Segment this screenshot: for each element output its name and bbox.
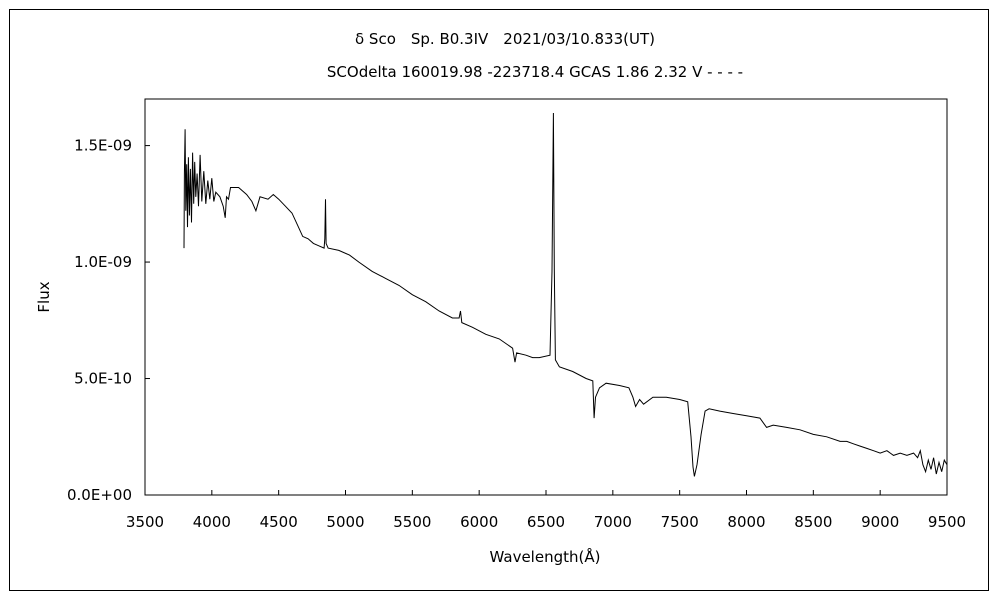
x-tick-label: 5500 [393, 513, 431, 531]
x-tick-label: 3500 [126, 513, 164, 531]
x-tick-label: 8000 [727, 513, 765, 531]
x-tick-label: 9500 [928, 513, 966, 531]
plot-area [144, 98, 948, 496]
x-tick-label: 6500 [527, 513, 565, 531]
chart-subtitle: SCOdelta 160019.98 -223718.4 GCAS 1.86 2… [327, 63, 743, 81]
chart-frame [9, 9, 989, 591]
y-tick-label: 1.5E-09 [74, 137, 132, 155]
x-tick-label: 5000 [326, 513, 364, 531]
x-tick-label: 7500 [661, 513, 699, 531]
x-tick-label: 4500 [260, 513, 298, 531]
spectrum-line [183, 112, 948, 477]
y-tick-label: 1.0E-09 [74, 253, 132, 271]
x-tick-label: 6000 [460, 513, 498, 531]
x-tick-label: 9000 [861, 513, 899, 531]
y-axis-label: Flux [35, 281, 53, 312]
x-tick-label: 4000 [193, 513, 231, 531]
x-tick-label: 8500 [794, 513, 832, 531]
chart-title: δ Sco Sp. B0.3IV 2021/03/10.833(UT) [355, 30, 655, 48]
y-tick-label: 5.0E-10 [74, 370, 132, 388]
y-tick-label: 0.0E+00 [67, 486, 132, 504]
x-axis-label: Wavelength(Å) [490, 547, 601, 566]
x-tick-label: 7000 [594, 513, 632, 531]
